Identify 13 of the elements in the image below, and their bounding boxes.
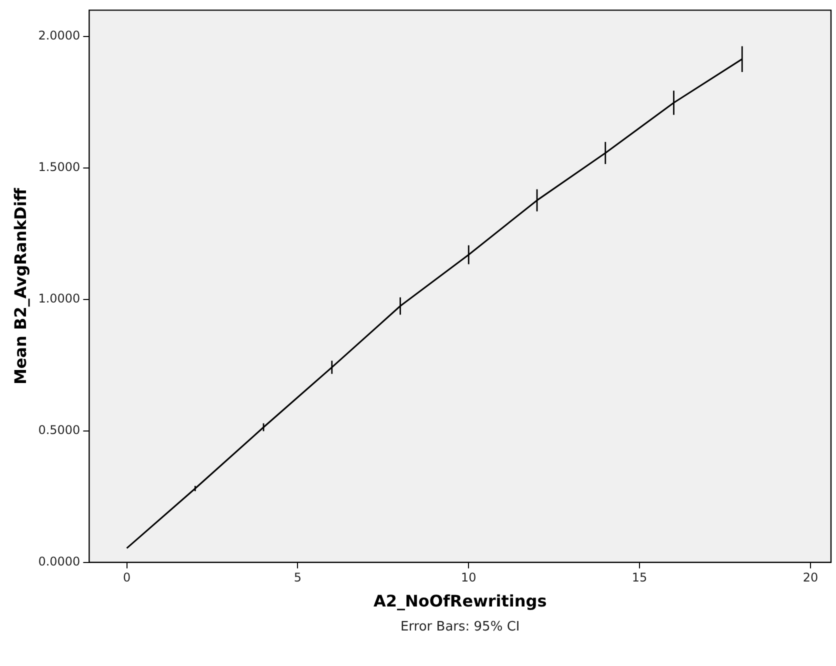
y-tick-label: 0.5000 xyxy=(38,423,80,438)
text: Error Bars: 95% CI xyxy=(400,619,520,634)
y-tick-label: 0.0000 xyxy=(38,554,80,569)
x-tick-label: 20 xyxy=(802,570,818,585)
y-tick-label: 2.0000 xyxy=(38,28,80,43)
x-tick-label: 5 xyxy=(294,570,302,585)
x-tick-label: 10 xyxy=(461,570,476,585)
x-axis-title: A2_NoOfRewritings xyxy=(373,592,547,611)
x-tick-label: 0 xyxy=(122,570,131,585)
y-axis-title: Mean B2_AvgRankDiff xyxy=(10,187,30,385)
y-tick-label: 1.0000 xyxy=(38,292,80,306)
x-tick-label: 15 xyxy=(632,570,648,585)
y-tick-label: 1.5000 xyxy=(38,160,80,174)
